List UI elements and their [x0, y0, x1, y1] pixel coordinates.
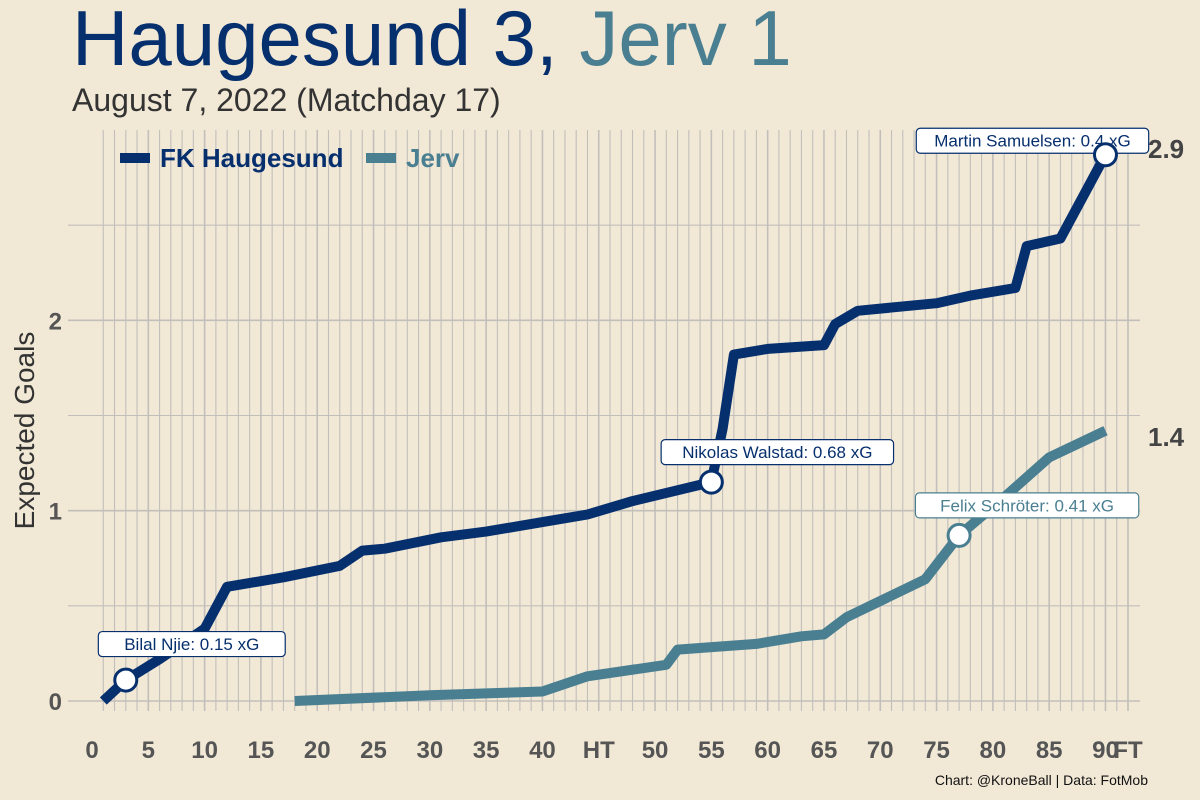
goal-marker	[698, 469, 724, 495]
goal-marker	[946, 522, 972, 548]
series-end-label: 2.9	[1148, 134, 1184, 164]
y-tick-label: 2	[49, 308, 62, 335]
x-tick-label: 80	[980, 737, 1007, 764]
goal-annotation: Bilal Njie: 0.15 xG	[97, 630, 286, 658]
goal-annotation: Felix Schröter: 0.41 xG	[914, 492, 1140, 519]
x-tick-label: 50	[642, 737, 669, 764]
y-axis-title: Expected Goals	[9, 332, 40, 530]
grid	[68, 130, 1140, 711]
y-tick-label: 0	[49, 689, 62, 716]
annotation-box	[915, 127, 1150, 154]
goal-annotation: Nikolas Walstad: 0.68 xG	[660, 439, 895, 466]
series-end-label: 1.4	[1148, 422, 1185, 452]
title-separator: ,	[536, 0, 558, 82]
annotation-label: Bilal Njie: 0.15 xG	[124, 635, 259, 654]
x-tick-label: 30	[416, 737, 443, 764]
x-tick-label: 0	[85, 737, 98, 764]
chart-title: Haugesund 3, Jerv 1	[72, 0, 792, 82]
chart-caption: Chart: @KroneBall | Data: FotMob	[934, 772, 1148, 788]
annotation-box	[660, 439, 895, 466]
x-tick-label: 55	[698, 737, 725, 764]
x-tick-label: 35	[473, 737, 500, 764]
x-tick-label: 65	[811, 737, 838, 764]
annotation-label: Martin Samuelsen: 0.4 xG	[934, 132, 1131, 151]
chart-subtitle: August 7, 2022 (Matchday 17)	[72, 82, 501, 118]
x-tick-label: 5	[142, 737, 155, 764]
x-tick-label: 40	[529, 737, 556, 764]
annotation-box	[97, 630, 286, 658]
x-tick-label: 25	[360, 737, 387, 764]
legend-label: Jerv	[406, 143, 460, 173]
annotation-box	[914, 492, 1140, 519]
title-home-team: Haugesund 3	[72, 0, 537, 82]
x-tick-label: 10	[191, 737, 218, 764]
x-tick-label: 75	[923, 737, 950, 764]
x-tick-label: 70	[867, 737, 894, 764]
y-tick-label: 1	[49, 499, 62, 526]
series-line-home	[99, 152, 1110, 705]
legend-label: FK Haugesund	[160, 143, 343, 173]
title-away-team: Jerv 1	[579, 0, 792, 82]
annotation-label: Nikolas Walstad: 0.68 xG	[682, 443, 872, 462]
annotation-label: Felix Schröter: 0.41 xG	[940, 496, 1114, 515]
x-tick-label: 60	[754, 737, 781, 764]
x-tick-label: HT	[583, 737, 615, 764]
x-tick-label: 85	[1036, 737, 1063, 764]
goal-marker	[113, 667, 139, 693]
goal-annotation: Martin Samuelsen: 0.4 xG	[915, 127, 1150, 154]
goal-marker	[1092, 142, 1118, 168]
x-tick-label: 90	[1092, 737, 1119, 764]
x-tick-label: 20	[304, 737, 331, 764]
x-tick-label: 15	[248, 737, 275, 764]
x-tick-label: FT	[1113, 737, 1143, 764]
